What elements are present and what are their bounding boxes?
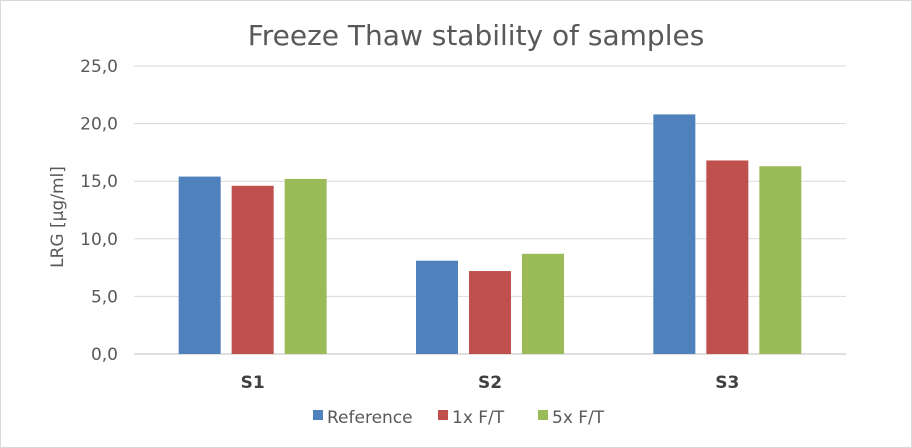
bar-s2-series-3 <box>522 253 564 354</box>
bar-s2-series-2 <box>469 271 511 354</box>
y-tick-label: 10,0 <box>80 230 118 250</box>
y-tick-label: 25,0 <box>80 57 118 77</box>
bar-s3-series-3 <box>759 166 802 354</box>
bars <box>178 114 802 354</box>
legend-label: 1x F/T <box>452 408 505 428</box>
y-tick-label: 20,0 <box>80 115 118 135</box>
legend: Reference 1x F/T 5x F/T <box>313 408 605 428</box>
bar-s3-series-1 <box>653 114 696 354</box>
bar-s1-series-2 <box>231 185 274 354</box>
legend-swatch <box>438 410 448 420</box>
x-tick-label: S1 <box>241 373 265 393</box>
bar-s2-series-1 <box>416 260 458 354</box>
legend-label: Reference <box>327 408 413 428</box>
legend-swatch <box>313 410 323 420</box>
legend-swatch <box>538 410 548 420</box>
y-axis-ticks: 0,0 5,0 10,0 15,0 20,0 25,0 <box>80 57 118 365</box>
y-tick-label: 0,0 <box>91 345 118 365</box>
y-axis-label: LRG [µg/ml] <box>48 166 68 268</box>
legend-label: 5x F/T <box>552 408 605 428</box>
x-axis-ticks: S1 S2 S3 <box>241 373 740 393</box>
y-tick-label: 15,0 <box>80 172 118 192</box>
y-tick-label: 5,0 <box>91 287 118 307</box>
chart-title: Freeze Thaw stability of samples <box>248 19 705 52</box>
x-tick-label: S3 <box>715 373 739 393</box>
bar-s1-series-3 <box>284 178 327 354</box>
bar-s3-series-2 <box>706 160 749 354</box>
bar-s1-series-1 <box>178 176 221 354</box>
x-tick-label: S2 <box>478 373 502 393</box>
